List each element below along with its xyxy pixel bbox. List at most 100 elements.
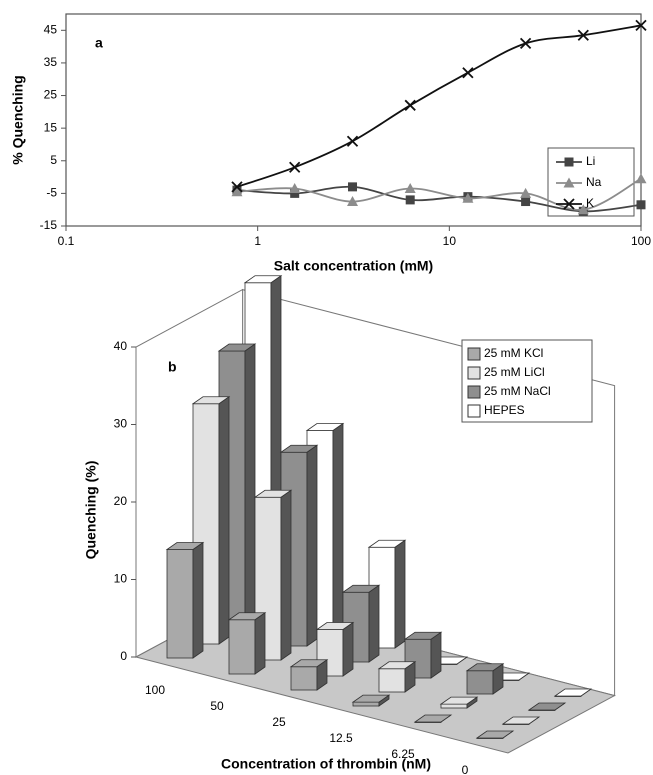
bar-top <box>165 542 205 550</box>
bar-top <box>439 696 479 705</box>
series-line <box>236 24 642 188</box>
legend-box <box>547 147 635 217</box>
bar-top <box>341 584 381 593</box>
marker <box>577 204 589 215</box>
bar-top <box>351 694 391 703</box>
marker <box>231 186 243 197</box>
panel-label: a <box>95 35 103 51</box>
y-tick-label: 30 <box>114 417 128 431</box>
bar <box>227 611 267 675</box>
bar-top <box>305 423 345 431</box>
marker <box>290 188 300 198</box>
y-tick-label: 25 <box>44 88 58 102</box>
legend-swatch <box>467 347 481 361</box>
y-tick-label: 20 <box>114 494 128 508</box>
x-tick-label: 1 <box>254 234 261 248</box>
legend-swatch <box>467 366 481 380</box>
bar <box>501 716 541 725</box>
marker <box>520 187 532 198</box>
bar <box>439 696 479 709</box>
y-tick-label: 35 <box>44 55 58 69</box>
marker <box>521 197 531 207</box>
legend-swatch <box>467 404 481 418</box>
marker <box>347 196 359 207</box>
bar-top <box>501 716 541 725</box>
bar-top <box>403 631 443 640</box>
marker <box>231 181 243 193</box>
x-tick-label: 100 <box>145 683 165 697</box>
marker <box>404 182 416 193</box>
bar-side <box>254 611 266 675</box>
bar-top <box>377 661 417 670</box>
x-axis-title: Salt concentration (mM) <box>274 258 433 274</box>
y-axis-title: % Quenching <box>10 75 26 164</box>
marker <box>577 29 589 41</box>
marker <box>563 198 575 210</box>
legend-label: Na <box>586 175 602 189</box>
bar-top <box>527 702 567 711</box>
bar-top <box>475 730 515 739</box>
bar <box>475 730 515 739</box>
bar <box>403 631 443 679</box>
bar <box>289 658 329 691</box>
bar-top <box>465 663 505 672</box>
bar-front <box>378 668 406 693</box>
bar-side <box>342 621 354 677</box>
y-tick-label: 15 <box>44 120 58 134</box>
bar-front <box>166 549 194 659</box>
bar-front <box>466 670 494 695</box>
y-tick-label: 10 <box>114 572 128 586</box>
y-tick-label: 5 <box>50 153 57 167</box>
bar-side <box>430 631 442 679</box>
bar-top <box>227 612 267 621</box>
legend-label: 25 mM NaCl <box>484 384 551 398</box>
marker <box>564 157 574 167</box>
y-tick-label: 40 <box>114 339 128 353</box>
bar-top <box>191 396 231 405</box>
bar-top <box>243 275 283 284</box>
bar-top <box>279 444 319 453</box>
bar-side <box>218 395 230 645</box>
legend-box <box>461 339 593 423</box>
x-tick-label: 50 <box>210 699 224 713</box>
bar-top <box>367 539 407 548</box>
bar-top <box>413 714 453 723</box>
marker <box>348 182 358 192</box>
marker <box>462 192 474 203</box>
bar-top <box>217 343 257 352</box>
bar <box>377 660 417 693</box>
bar-front <box>352 701 380 707</box>
legend-label: Li <box>586 154 595 168</box>
y-tick-label: -5 <box>46 186 57 200</box>
bar-top <box>289 659 329 668</box>
marker <box>404 99 416 111</box>
plot-frame <box>65 13 642 227</box>
bar-top <box>553 688 593 697</box>
marker <box>405 195 415 205</box>
legend-label: 25 mM KCl <box>484 346 543 360</box>
panel-label: b <box>168 359 177 375</box>
bar <box>351 694 391 707</box>
x-tick-label: 6.25 <box>391 747 415 761</box>
marker <box>462 67 474 79</box>
bar-front <box>228 619 256 675</box>
bar-side <box>332 422 344 633</box>
x-tick-label: 12.5 <box>329 731 353 745</box>
bar <box>165 541 205 659</box>
legend-label: 25 mM LiCl <box>484 365 545 379</box>
marker <box>519 37 532 49</box>
x-tick-label: 100 <box>631 234 651 248</box>
marker <box>289 161 301 173</box>
bar <box>527 702 567 711</box>
legend-swatch <box>467 385 481 399</box>
marker <box>636 200 646 210</box>
bar-side <box>368 584 380 663</box>
bar-front <box>440 703 468 709</box>
x-tick-label: 0.1 <box>58 234 75 248</box>
x-axis-title: Concentration of thrombin (nM) <box>221 756 431 772</box>
x-tick-label: 25 <box>272 715 286 729</box>
bar-top <box>253 489 293 498</box>
bar <box>465 662 505 695</box>
marker <box>635 173 647 184</box>
